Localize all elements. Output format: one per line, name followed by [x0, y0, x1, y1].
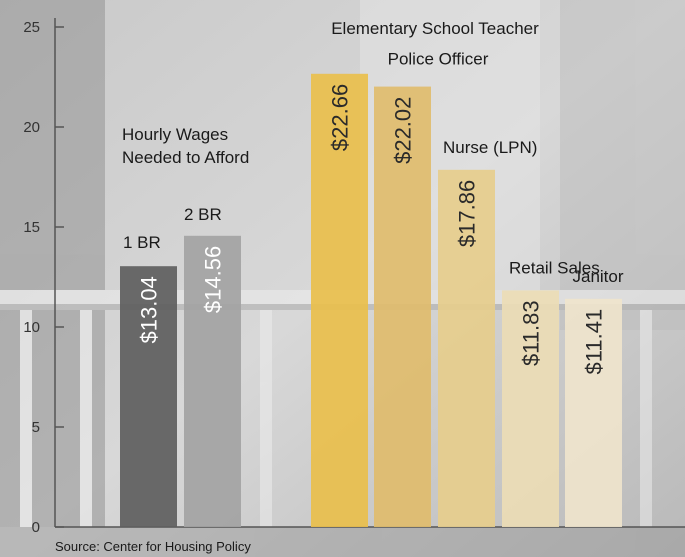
category-label: Nurse (LPN) — [443, 138, 537, 157]
category-label: Janitor — [572, 267, 623, 286]
category-label: 1 BR — [123, 233, 161, 252]
value-label: $14.56 — [201, 246, 226, 313]
y-tick-label: 25 — [23, 19, 40, 36]
y-tick-label: 15 — [23, 219, 40, 236]
value-label: $17.86 — [455, 180, 480, 247]
y-tick-label: 20 — [23, 119, 40, 136]
y-tick-label: 5 — [32, 419, 40, 436]
annotation: Needed to Afford — [122, 148, 249, 167]
value-label: $11.41 — [582, 309, 607, 375]
category-label: 2 BR — [184, 205, 222, 224]
category-label: Elementary School Teacher — [331, 19, 539, 38]
value-label: $22.66 — [328, 84, 353, 151]
chart: Hourly Wages Needed to Afford Source: Ce… — [0, 0, 685, 557]
y-tick-label: 10 — [23, 319, 40, 336]
value-label: $11.83 — [519, 300, 544, 366]
y-tick-label: 0 — [32, 519, 40, 536]
page: Hourly Wages Needed to Afford Source: Ce… — [0, 0, 685, 557]
value-label: $13.04 — [137, 276, 162, 343]
category-label: Police Officer — [388, 50, 489, 69]
value-label: $22.02 — [391, 97, 416, 164]
source: Source: Center for Housing Policy — [55, 539, 251, 554]
annotation: Hourly Wages — [122, 125, 228, 144]
